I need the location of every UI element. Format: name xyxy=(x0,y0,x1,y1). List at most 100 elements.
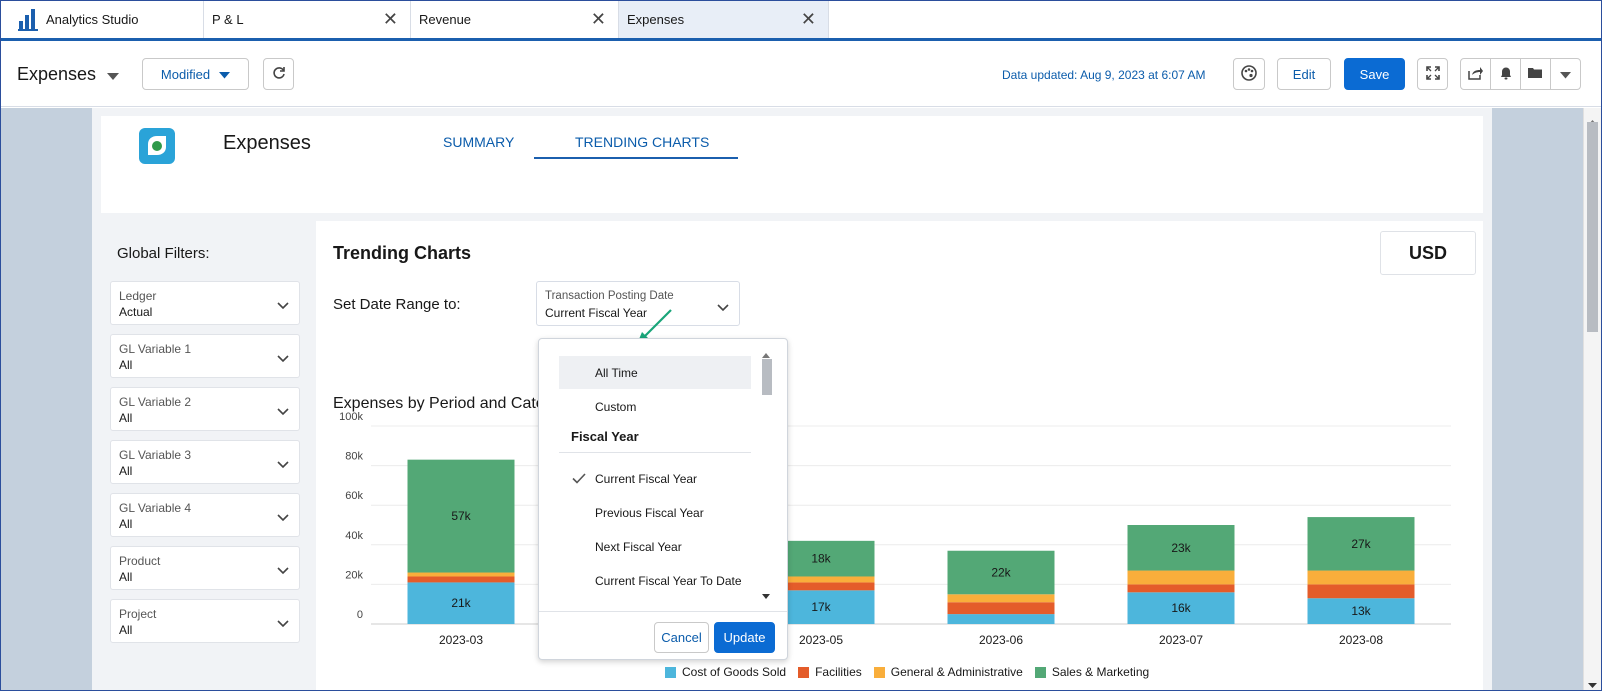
option-label: Current Fiscal Year xyxy=(595,471,698,486)
close-icon[interactable]: ✕ xyxy=(800,9,816,29)
trending-charts-card: Trending Charts USD Set Date Range to: T… xyxy=(316,221,1483,690)
legend-item[interactable]: Sales & Marketing xyxy=(1034,665,1149,679)
scroll-down-icon[interactable] xyxy=(1588,676,1597,690)
group-divider xyxy=(559,452,751,453)
more-actions-button[interactable] xyxy=(1550,58,1581,90)
option-next-fiscal-year[interactable]: Next Fiscal Year xyxy=(559,530,751,563)
dropdown-scrollbar[interactable] xyxy=(759,345,773,599)
theme-button[interactable] xyxy=(1233,58,1265,90)
tab-summary[interactable]: SUMMARY xyxy=(443,134,515,150)
filter-product[interactable]: Product All xyxy=(110,546,300,590)
tab-bar: Analytics Studio P & L ✕ Revenue ✕ Expen… xyxy=(1,1,1601,41)
dropdown-footer-divider xyxy=(539,611,787,612)
fullscreen-button[interactable] xyxy=(1417,58,1448,90)
modified-label: Modified xyxy=(160,66,211,82)
filter-project[interactable]: Project All xyxy=(110,599,300,643)
scroll-thumb[interactable] xyxy=(762,359,772,395)
scroll-thumb[interactable] xyxy=(1587,122,1598,332)
scroll-up-icon[interactable] xyxy=(762,345,770,363)
bar-segment[interactable] xyxy=(1307,570,1415,585)
bar-segment[interactable] xyxy=(407,459,515,573)
notifications-button[interactable] xyxy=(1490,58,1521,90)
filter-gl-variable-3[interactable]: GL Variable 3 All xyxy=(110,440,300,484)
filter-gl-variable-1[interactable]: GL Variable 1 All xyxy=(110,334,300,378)
filter-value: Actual xyxy=(119,305,153,319)
bar-segment[interactable] xyxy=(947,550,1055,595)
legend-swatch xyxy=(1034,666,1046,678)
tab-pl[interactable]: P & L ✕ xyxy=(204,1,411,38)
share-icon xyxy=(1468,66,1483,83)
option-label: Next Fiscal Year xyxy=(595,539,682,554)
cancel-button[interactable]: Cancel xyxy=(654,622,709,653)
bar-segment[interactable] xyxy=(1127,525,1235,571)
legend-item[interactable]: Facilities xyxy=(798,665,862,679)
bar-segment[interactable] xyxy=(947,614,1055,624)
filter-label: GL Variable 3 xyxy=(119,448,192,462)
option-custom[interactable]: Custom xyxy=(559,390,751,423)
tab-trending-charts[interactable]: TRENDING CHARTS xyxy=(575,134,710,150)
bar-value-label: 21k xyxy=(451,596,471,610)
scroll-down-icon[interactable] xyxy=(762,587,770,605)
close-icon[interactable]: ✕ xyxy=(590,9,606,29)
page-scrollbar[interactable] xyxy=(1583,108,1601,690)
filter-label: GL Variable 4 xyxy=(119,501,192,515)
edit-button[interactable]: Edit xyxy=(1277,58,1331,90)
collection-button[interactable] xyxy=(1520,58,1551,90)
bar-segment[interactable] xyxy=(767,582,875,591)
tab-expenses[interactable]: Expenses ✕ xyxy=(619,1,829,38)
tab-revenue[interactable]: Revenue ✕ xyxy=(411,1,619,38)
tab-analytics-studio[interactable]: Analytics Studio xyxy=(1,1,204,38)
legend-item[interactable]: Cost of Goods Sold xyxy=(665,665,786,679)
bar-segment[interactable] xyxy=(947,602,1055,615)
option-label: All Time xyxy=(595,365,638,380)
option-current-fiscal-year-to-date[interactable]: Current Fiscal Year To Date xyxy=(559,564,751,597)
bar-segment[interactable] xyxy=(407,576,515,583)
filters-title: Global Filters: xyxy=(117,245,210,262)
filter-gl-variable-2[interactable]: GL Variable 2 All xyxy=(110,387,300,431)
bar-value-label: 18k xyxy=(811,552,831,566)
currency-label: USD xyxy=(1408,242,1447,263)
header-card: Expenses SUMMARY TRENDING CHARTS xyxy=(101,116,1483,213)
bar-segment[interactable] xyxy=(407,582,515,624)
filter-value: All xyxy=(119,517,133,531)
share-button[interactable] xyxy=(1460,58,1491,90)
y-tick-label: 100k xyxy=(339,411,363,423)
app-logo-icon xyxy=(139,128,175,164)
bar-value-label: 22k xyxy=(991,566,1011,580)
bar-segment[interactable] xyxy=(407,572,515,577)
save-button[interactable]: Save xyxy=(1344,58,1405,90)
x-tick-label: 2023-05 xyxy=(799,633,843,647)
filter-gl-variable-4[interactable]: GL Variable 4 All xyxy=(110,493,300,537)
bar-segment[interactable] xyxy=(1307,584,1415,599)
chevron-down-icon xyxy=(219,67,231,82)
bar-segment[interactable] xyxy=(1307,517,1415,571)
bar-value-label: 13k xyxy=(1351,604,1371,618)
bar-segment[interactable] xyxy=(1127,584,1235,593)
refresh-button[interactable] xyxy=(263,58,294,90)
legend-item[interactable]: General & Administrative xyxy=(873,665,1023,679)
date-range-select[interactable]: Transaction Posting Date Current Fiscal … xyxy=(536,281,740,326)
bar-segment[interactable] xyxy=(1307,598,1415,624)
option-label: Current Fiscal Year To Date xyxy=(595,573,742,588)
close-icon[interactable]: ✕ xyxy=(382,9,398,29)
bar-segment[interactable] xyxy=(947,594,1055,603)
option-current-fiscal-year[interactable]: Current Fiscal Year xyxy=(559,462,751,495)
bar-segment[interactable] xyxy=(1127,592,1235,624)
legend-label: Facilities xyxy=(815,665,862,679)
bar-segment[interactable] xyxy=(767,576,875,583)
folder-icon xyxy=(1528,66,1543,82)
option-previous-fiscal-year[interactable]: Previous Fiscal Year xyxy=(559,496,751,529)
chevron-down-icon xyxy=(1560,67,1571,82)
chevron-down-icon[interactable] xyxy=(107,68,119,86)
tab-label: P & L xyxy=(212,12,244,27)
bar-segment[interactable] xyxy=(1127,570,1235,585)
filter-value: All xyxy=(119,623,133,637)
filter-ledger[interactable]: Ledger Actual xyxy=(110,281,300,325)
filter-value: All xyxy=(119,411,133,425)
modified-button[interactable]: Modified xyxy=(142,58,249,90)
checkmark-icon xyxy=(572,473,586,487)
update-button[interactable]: Update xyxy=(714,622,775,653)
option-all-time[interactable]: All Time xyxy=(559,356,751,389)
y-tick-label: 60k xyxy=(345,490,363,502)
